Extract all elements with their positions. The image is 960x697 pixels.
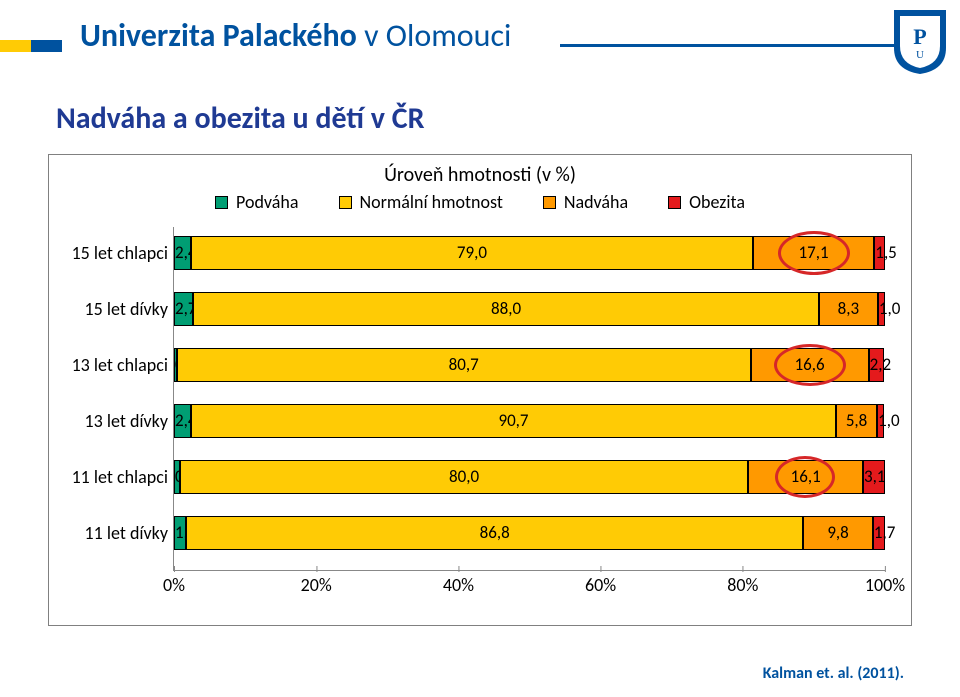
- bar-segment: 79,0: [191, 236, 753, 270]
- x-axis-tick: 80%: [727, 570, 758, 596]
- bar-segment: 86,8: [186, 516, 803, 550]
- bar-segment: 1,0: [878, 292, 885, 326]
- university-shield-icon: P U: [890, 8, 950, 76]
- legend-label: Obezita: [689, 191, 745, 213]
- bar-row: 15 let dívky2,788,08,31,0: [174, 292, 885, 326]
- legend-swatch: [543, 196, 556, 209]
- bar-segment: 9,8: [803, 516, 873, 550]
- bar-row: 11 let chlapci0,880,016,13,1: [174, 460, 885, 494]
- bar-row: 15 let chlapci2,479,017,11,5: [174, 236, 885, 270]
- category-label: 15 let chlapci: [62, 236, 174, 270]
- bar-segment: 1,7: [174, 516, 186, 550]
- chart-title: Úroveň hmotnosti (v %): [61, 163, 899, 187]
- bar-segment: 90,7: [191, 404, 836, 438]
- header: Univerzita Palackého v Olomouci P U: [0, 0, 960, 72]
- category-label: 15 let dívky: [62, 292, 174, 326]
- legend-label: Normální hmotnost: [360, 191, 503, 213]
- legend-label: Podváha: [236, 191, 298, 213]
- legend-swatch: [339, 196, 352, 209]
- bar-segment: 1,7: [873, 516, 885, 550]
- category-label: 13 let chlapci: [62, 348, 174, 382]
- legend-swatch: [215, 196, 228, 209]
- legend-label: Nadváha: [564, 191, 628, 213]
- source-citation: Kalman et. al. (2011).: [763, 664, 904, 683]
- category-label: 13 let dívky: [62, 404, 174, 438]
- x-axis-tick: 20%: [301, 570, 332, 596]
- bar-segment: 1,0: [877, 404, 884, 438]
- bar-segment: 88,0: [193, 292, 819, 326]
- bar-segment: 17,1: [753, 236, 875, 270]
- category-label: 11 let chlapci: [62, 460, 174, 494]
- x-axis-tick: 60%: [585, 570, 616, 596]
- chart-frame: Úroveň hmotnosti (v %) Podváha Normální h…: [48, 154, 912, 626]
- university-name: Univerzita Palackého v Olomouci: [80, 16, 511, 55]
- legend-item: Obezita: [668, 191, 745, 213]
- legend-item: Normální hmotnost: [339, 191, 503, 213]
- bar-segment: 16,6: [751, 348, 869, 382]
- bar-row: 13 let dívky2,490,75,81,0: [174, 404, 885, 438]
- x-axis-tick: 40%: [443, 570, 474, 596]
- bar-segment: 2,2: [869, 348, 885, 382]
- bar-segment: 80,0: [180, 460, 749, 494]
- svg-text:P: P: [913, 24, 926, 49]
- header-line: [560, 44, 896, 47]
- bar-segment: 2,4: [174, 404, 191, 438]
- category-label: 11 let dívky: [62, 516, 174, 550]
- chart-plot: 15 let chlapci2,479,017,11,5 15 let dívky…: [173, 227, 885, 571]
- x-axis-tick: 0%: [163, 570, 185, 596]
- bar-segment: 2,7: [174, 292, 193, 326]
- bar-segment: 2,4: [174, 236, 191, 270]
- bar-row: 11 let dívky1,786,89,81,7: [174, 516, 885, 550]
- legend-swatch: [668, 196, 681, 209]
- bar-segment: 3,1: [863, 460, 885, 494]
- legend-item: Nadváha: [543, 191, 628, 213]
- university-name-bold: Univerzita Palackého: [80, 16, 357, 55]
- header-stripe: [0, 40, 62, 52]
- chart-legend: Podváha Normální hmotnost Nadváha Obezita: [61, 191, 899, 213]
- x-axis-tick: 100%: [865, 570, 905, 596]
- bar-segment: 8,3: [819, 292, 878, 326]
- svg-text:U: U: [916, 49, 924, 61]
- legend-item: Podváha: [215, 191, 298, 213]
- slide-title: Nadváha a obezita u dětí v ČR: [56, 100, 425, 137]
- university-name-light: v Olomouci: [357, 16, 511, 55]
- bar-segment: 1,5: [874, 236, 885, 270]
- bar-segment: 16,1: [748, 460, 862, 494]
- bar-row: 13 let chlapci0,480,716,62,2: [174, 348, 885, 382]
- bar-segment: 80,7: [177, 348, 751, 382]
- bar-segment: 5,8: [836, 404, 877, 438]
